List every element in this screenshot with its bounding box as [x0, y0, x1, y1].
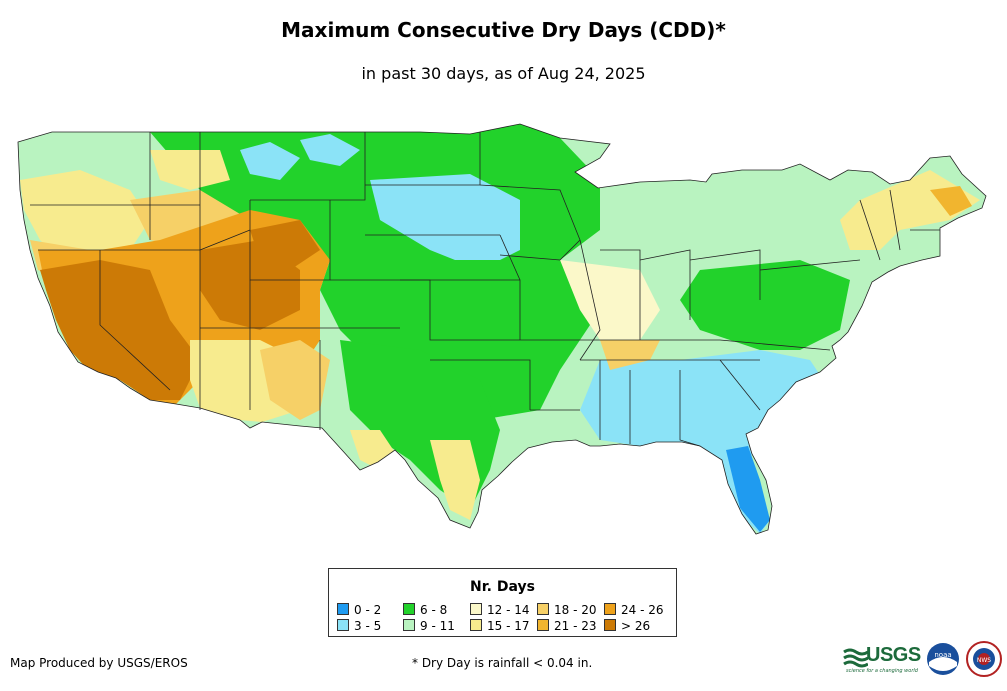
legend-swatch	[537, 619, 549, 631]
credit-text: Map Produced by USGS/EROS	[10, 656, 188, 670]
legend-title: Nr. Days	[470, 579, 535, 595]
legend-swatch	[403, 619, 415, 631]
legend-item: 15 - 17	[470, 619, 530, 633]
legend-item: 6 - 8	[403, 603, 447, 617]
legend-item: 24 - 26	[604, 603, 664, 617]
legend-swatch	[537, 603, 549, 615]
map-title: Maximum Consecutive Dry Days (CDD)*	[281, 18, 726, 42]
legend-swatch	[470, 619, 482, 631]
agency-logos: USGS science for a changing world noaa N…	[842, 638, 1004, 680]
nws-label: NWS	[977, 657, 991, 664]
state-borders	[17, 123, 987, 535]
nws-logo-icon: NWS	[966, 641, 1002, 677]
legend-swatch	[337, 619, 349, 631]
cdd-map	[17, 123, 987, 535]
legend-swatch	[470, 603, 482, 615]
map-subtitle: in past 30 days, as of Aug 24, 2025	[361, 64, 646, 83]
legend-swatch	[403, 603, 415, 615]
legend-item: 9 - 11	[403, 619, 455, 633]
legend-item: 18 - 20	[537, 603, 597, 617]
legend-swatch	[337, 603, 349, 615]
legend-item: > 26	[604, 619, 650, 633]
legend-item: 0 - 2	[337, 603, 381, 617]
legend-box: Nr. Days 0 - 2 3 - 5 6 - 8 9 - 11 12 - 1…	[328, 568, 677, 637]
legend-item: 3 - 5	[337, 619, 381, 633]
noaa-logo-icon: noaa	[927, 643, 959, 675]
legend-item: 12 - 14	[470, 603, 530, 617]
dry-days-fill	[18, 124, 986, 534]
footnote-text: * Dry Day is rainfall < 0.04 in.	[412, 656, 593, 670]
noaa-label: noaa	[934, 651, 951, 659]
legend-swatch	[604, 603, 616, 615]
legend-item: 21 - 23	[537, 619, 597, 633]
usgs-logo: USGS	[866, 644, 921, 666]
legend-swatch	[604, 619, 616, 631]
usgs-tagline: science for a changing world	[846, 668, 918, 674]
usgs-wave-icon	[843, 648, 868, 668]
